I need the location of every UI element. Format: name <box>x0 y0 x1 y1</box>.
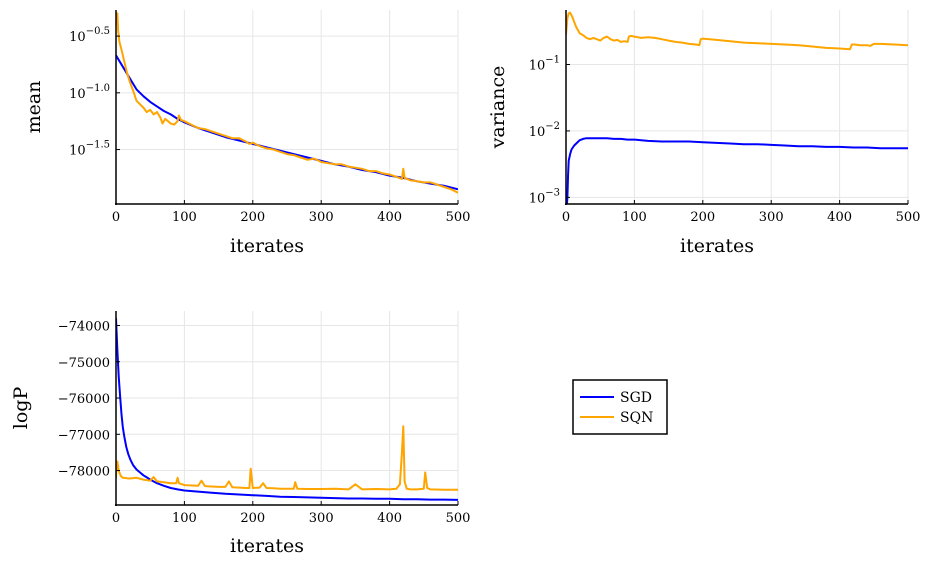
y-tick-label: −76000 <box>58 392 110 407</box>
x-tick-label: 200 <box>690 210 715 225</box>
y-tick-label: −77000 <box>58 428 110 443</box>
x-tick-label: 0 <box>112 511 120 526</box>
x-tick-label: 500 <box>446 210 471 225</box>
y-tick-label: 10−1.5 <box>69 140 110 159</box>
x-tick-label: 400 <box>377 511 402 526</box>
x-tick-label: 500 <box>446 511 471 526</box>
series-line-sgd <box>116 318 458 501</box>
x-tick-label: 400 <box>377 210 402 225</box>
x-tick-label: 200 <box>240 511 265 526</box>
y-tick-label: −78000 <box>58 465 110 480</box>
legend: SGD SQN <box>572 379 668 435</box>
series-line-sgd <box>116 54 458 191</box>
chart-variance: 0 100 200 300 400 500 10−1 10−2 10−3 iterates vari… <box>487 10 920 257</box>
x-tick-label: 100 <box>172 210 197 225</box>
series-line-sqn <box>116 425 458 491</box>
x-tick-label: 100 <box>172 511 197 526</box>
series-line-sqn <box>566 11 908 51</box>
y-tick-label: −75000 <box>58 356 110 371</box>
x-tick-label: 0 <box>112 210 120 225</box>
y-tick-label: 10−1.0 <box>69 83 110 102</box>
series-line-sgd <box>566 137 908 204</box>
grid <box>115 10 459 204</box>
chart-mean: 0 100 200 300 400 500 10−0.5 10−1.0 10−1.5 iterat… <box>23 10 470 257</box>
series-line-sqn <box>116 12 458 194</box>
grid <box>115 311 459 505</box>
x-axis-label: iterates <box>230 235 304 257</box>
legend-box <box>572 379 668 435</box>
legend-label-sqn: SQN <box>620 410 653 426</box>
x-axis-label: iterates <box>680 235 754 257</box>
y-axis-label: mean <box>23 81 45 134</box>
chart-logP: 0 100 200 300 400 500 −74000 −75000 −76000 −77000… <box>10 311 470 557</box>
y-tick-label: 10−1 <box>529 54 560 73</box>
x-tick-label: 300 <box>309 210 334 225</box>
y-tick-label: 10−2 <box>529 121 560 140</box>
y-axis-label: variance <box>487 66 509 150</box>
x-tick-label: 400 <box>827 210 852 225</box>
y-tick-label: −74000 <box>58 320 110 335</box>
x-tick-label: 500 <box>896 210 921 225</box>
y-tick-label: 10−3 <box>529 187 560 206</box>
y-axis-label: logP <box>10 387 32 430</box>
legend-label-sgd: SGD <box>620 390 652 406</box>
x-tick-label: 300 <box>759 210 784 225</box>
x-axis-label: iterates <box>230 535 304 557</box>
x-tick-label: 100 <box>622 210 647 225</box>
x-tick-label: 0 <box>562 210 570 225</box>
x-tick-label: 300 <box>309 511 334 526</box>
y-tick-label: 10−0.5 <box>69 26 110 45</box>
x-tick-label: 200 <box>240 210 265 225</box>
